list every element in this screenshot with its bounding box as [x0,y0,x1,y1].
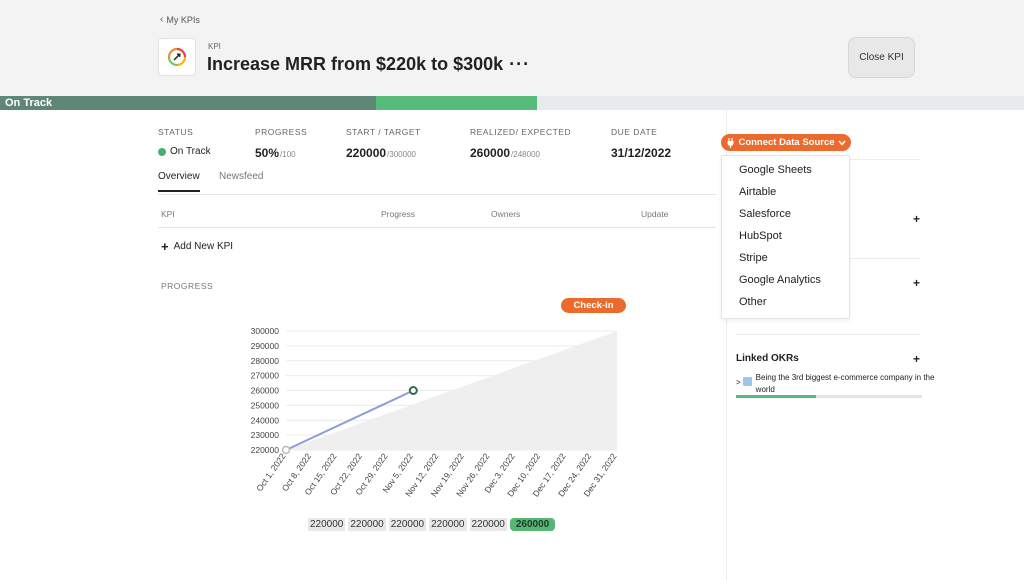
column-owners: Owners [491,209,521,219]
status-progress-bar: On Track [0,96,1024,110]
data-point [281,445,291,455]
linked-okr-progress-fill [736,395,816,398]
stat-progress-suffix: /100 [280,150,296,159]
connect-data-source-label: Connect Data Source [738,137,835,148]
y-tick-label: 270000 [251,371,280,381]
expand-caret-icon[interactable]: > [736,378,741,387]
stat-progress-value: 50% [255,146,280,160]
y-tick-label: 300000 [251,326,280,336]
stat-realized-expected: REALIZED/ EXPECTED 260000/248000 [470,127,571,160]
status-dot-icon [158,147,166,156]
kpi-stats: STATUS On Track PROGRESS 50%/100 START /… [0,127,720,167]
source-other[interactable]: Other [739,296,767,308]
column-progress: Progress [381,209,416,219]
y-tick-label: 260000 [251,386,280,396]
value-cell: 220000 [429,518,467,531]
progress-section-label: PROGRESS [161,281,214,291]
okr-color-square [742,377,752,386]
value-cell: 220000 [348,518,386,531]
kpi-gauge-icon [158,38,196,76]
add-section-plus-icon[interactable]: + [913,276,921,290]
value-cell: 220000 [388,518,427,531]
back-link-label: My KPIs [166,14,200,25]
data-source-dropdown: Google Sheets Airtable Salesforce HubSpo… [721,155,850,319]
stat-due-date: DUE DATE 31/12/2022 [611,127,671,160]
source-google-analytics[interactable]: Google Analytics [739,274,821,286]
source-hubspot[interactable]: HubSpot [739,230,782,242]
check-in-button[interactable]: Check-in [561,298,626,313]
more-options-icon[interactable]: ··· [509,54,531,74]
stat-start-target: START / TARGET 220000/300000 [346,127,421,160]
progress-line-chart: 300000 290000 280000 270000 260000 250000 2400… [251,326,619,499]
y-tick-label: 230000 [251,430,280,440]
add-linked-okr-plus-icon[interactable]: + [913,352,921,366]
sidebar-divider [726,110,727,580]
expected-progress-area [286,331,617,450]
stat-realized-label: REALIZED/ EXPECTED [470,127,572,137]
latest-value-badge: 260000 [509,518,556,531]
stat-status-value: On Track [170,146,211,157]
stat-progress-label: PROGRESS [255,127,308,137]
stat-realized-value: 260000 [470,146,511,160]
kpi-table-header: KPI Progress Owners Update [158,203,716,228]
source-google-sheets[interactable]: Google Sheets [739,164,812,176]
sidebar-divider-line [736,334,920,335]
stat-start-value: 220000 [346,146,387,160]
stat-status: STATUS On Track [158,127,211,157]
add-new-kpi-button[interactable]: + Add New KPI [161,239,233,254]
kpi-title-text: Increase MRR from $220k to $300k [207,54,504,74]
linked-okr-item[interactable]: > Being the 3rd biggest e-commerce compa… [736,372,946,396]
page-title: Increase MRR from $220k to $300k ··· [207,54,530,75]
series-line [285,389,414,451]
stat-progress: PROGRESS 50%/100 [255,127,307,160]
linked-okr-label: Being the 3rd biggest e-commerce company… [755,373,935,394]
add-section-plus-icon[interactable]: + [913,212,921,226]
stat-expected-suffix: /248000 [511,150,540,159]
add-new-kpi-label: Add New KPI [173,241,234,252]
y-tick-label: 290000 [251,341,280,351]
source-stripe[interactable]: Stripe [739,252,768,264]
stat-due-date-label: DUE DATE [611,127,658,137]
kpi-type-label: KPI [208,42,221,51]
tab-newsfeed[interactable]: Newsfeed [219,171,264,182]
chevron-left-icon: ‹ [160,14,164,25]
check-in-values-row: 220000 220000 220000 220000 220000 260000 [308,518,556,531]
plus-icon: + [161,239,169,254]
tab-overview[interactable]: Overview [158,171,200,192]
progress-fill-segment [376,96,537,110]
kpi-tabs: Overview Newsfeed [158,170,716,195]
stat-start-target-label: START / TARGET [346,127,421,137]
linked-okr-progress-bar [736,395,922,398]
data-point [408,386,418,395]
source-airtable[interactable]: Airtable [739,186,777,198]
y-tick-label: 250000 [251,400,280,410]
y-tick-label: 220000 [251,445,280,455]
linked-okrs-title: Linked OKRs [736,353,799,364]
close-kpi-button[interactable]: Close KPI [848,37,915,78]
kpi-header: ‹ My KPIs KPI Increase MRR from $220k to… [0,0,1024,96]
value-cell: 220000 [308,518,346,531]
stat-status-label: STATUS [158,127,194,137]
back-to-my-kpis-link[interactable]: ‹ My KPIs [160,14,200,25]
on-track-status-segment: On Track [0,96,376,110]
source-salesforce[interactable]: Salesforce [739,208,791,220]
stat-target-suffix: /300000 [387,150,416,159]
column-kpi: KPI [161,209,175,219]
value-cell: 220000 [469,518,507,531]
plug-icon [727,137,734,148]
y-tick-label: 280000 [251,356,280,366]
stat-due-date-value: 31/12/2022 [611,146,672,160]
column-update: Update [641,209,669,219]
chevron-down-icon [837,140,846,146]
connect-data-source-button[interactable]: Connect Data Source [721,134,851,151]
y-tick-label: 240000 [251,415,280,425]
